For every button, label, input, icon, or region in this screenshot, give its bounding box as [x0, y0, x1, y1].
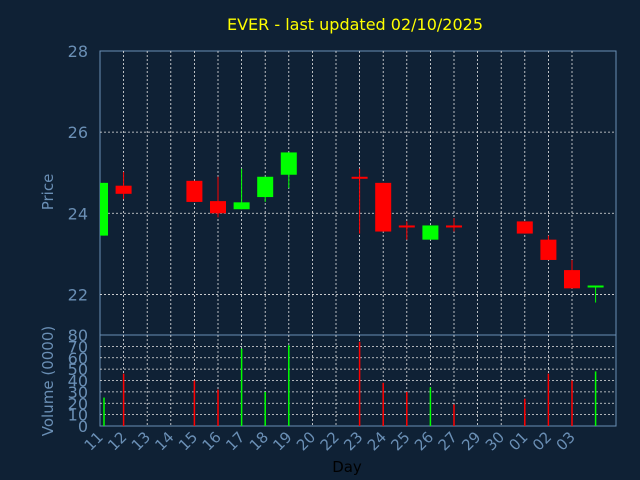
x-axis-label: Day [332, 458, 362, 476]
candle [540, 235, 557, 260]
candle [233, 168, 250, 210]
volume-bar [382, 382, 384, 426]
volume-tick-label: 50 [68, 360, 88, 379]
x-tick-label: 20 [293, 428, 319, 454]
price-tick-label: 28 [68, 42, 88, 61]
volume-bar [406, 391, 408, 426]
x-tick-label: 12 [104, 428, 130, 454]
price-axis-label: Price [39, 174, 57, 211]
candle-body [375, 182, 392, 232]
candle-body [587, 285, 604, 288]
volume-bar [524, 398, 526, 426]
x-tick-label: 27 [435, 428, 461, 454]
volume-bar [288, 345, 290, 426]
price-tick-label: 26 [68, 123, 88, 142]
candle [398, 221, 415, 240]
candle-body [446, 225, 462, 228]
x-tick-label: 26 [411, 428, 437, 454]
candle-body [257, 176, 274, 198]
x-tick-label: 03 [553, 428, 579, 454]
candle [422, 225, 439, 240]
volume-bar [594, 371, 597, 426]
x-tick-label: 18 [246, 428, 272, 454]
candle [564, 259, 580, 289]
candle-body [516, 221, 533, 234]
candle-body [540, 239, 557, 260]
candle [186, 180, 203, 202]
volume-bar [571, 380, 573, 426]
candle [100, 182, 108, 236]
candle-body [210, 201, 226, 214]
x-tick-label: 23 [340, 428, 366, 454]
candle [587, 285, 604, 303]
volume-tick-label: 10 [68, 406, 88, 425]
volume-tick-label: 0 [78, 417, 88, 436]
x-tick-label: 25 [387, 428, 413, 454]
x-tick-label: 24 [364, 428, 390, 454]
volume-bar [122, 373, 125, 426]
volume-bar [103, 397, 105, 426]
volume-bar [429, 387, 432, 426]
volume-axis-label: Volume (0000) [39, 326, 57, 436]
volume-tick-label: 20 [68, 394, 88, 413]
volume-tick-label: 70 [68, 337, 88, 356]
candle [115, 171, 132, 200]
candle-body [280, 152, 297, 175]
volume-tick-label: 30 [68, 383, 88, 402]
candle [280, 152, 297, 189]
price-plot-frame [99, 50, 617, 336]
candle-body [186, 180, 203, 202]
candle [446, 218, 462, 232]
x-tick-label: 17 [222, 428, 248, 454]
volume-bar [358, 341, 361, 426]
price-tick-label: 22 [68, 285, 88, 304]
candle [257, 176, 274, 202]
x-tick-label: 16 [199, 428, 225, 454]
candle [351, 168, 368, 234]
x-tick-label: 13 [128, 428, 154, 454]
candle-body [233, 202, 250, 210]
volume-bar [547, 373, 550, 426]
volume-tick-label: 40 [68, 372, 88, 391]
price-tick-label: 24 [68, 204, 88, 223]
x-tick-label: 01 [505, 428, 531, 454]
candle-body [422, 225, 439, 240]
volume-bar [453, 404, 455, 426]
chart-title: EVER - last updated 02/10/2025 [227, 15, 483, 34]
candle-body [100, 182, 108, 236]
candle-body [564, 270, 580, 289]
candle [375, 182, 392, 232]
volume-tick-label: 80 [68, 326, 88, 345]
candle [516, 221, 533, 234]
volume-bar [193, 380, 196, 426]
x-tick-label: 19 [269, 428, 295, 454]
x-tick-label: 29 [458, 428, 484, 454]
candle [210, 176, 226, 218]
volume-tick-label: 60 [68, 349, 88, 368]
x-tick-label: 30 [482, 428, 508, 454]
candle-body [115, 185, 132, 194]
candle-body [351, 176, 368, 179]
volume-bar [217, 389, 219, 426]
volume-bar [240, 348, 243, 426]
x-tick-labels: 1112131415161718192022232425262729300102… [81, 428, 579, 454]
x-tick-label: 02 [529, 428, 555, 454]
volume-bar [264, 391, 266, 426]
x-tick-label: 22 [317, 428, 343, 454]
x-tick-label: 14 [151, 428, 177, 454]
x-tick-label: 15 [175, 428, 201, 454]
candle-body [398, 225, 415, 228]
price-panel: 22 24 26 28 [68, 42, 617, 336]
